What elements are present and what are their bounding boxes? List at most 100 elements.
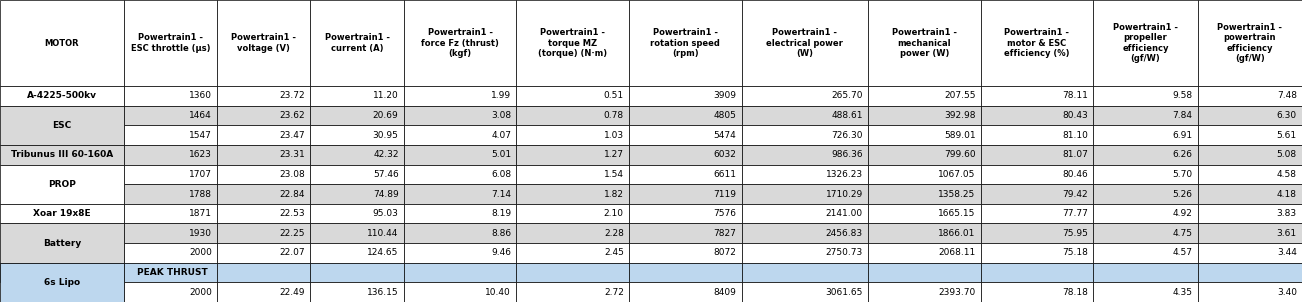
Bar xyxy=(0,165,124,204)
Bar xyxy=(980,223,1094,243)
Bar xyxy=(629,204,742,223)
Bar xyxy=(124,223,217,243)
Bar xyxy=(217,282,310,302)
Text: 7576: 7576 xyxy=(713,209,737,218)
Text: 78.11: 78.11 xyxy=(1062,92,1088,100)
Text: 8409: 8409 xyxy=(713,288,737,297)
Text: 22.25: 22.25 xyxy=(280,229,305,238)
Bar xyxy=(868,282,980,302)
Bar xyxy=(1198,282,1302,302)
Text: 1360: 1360 xyxy=(189,92,212,100)
Text: 23.72: 23.72 xyxy=(280,92,305,100)
Text: 2000: 2000 xyxy=(189,288,212,297)
Text: 57.46: 57.46 xyxy=(372,170,398,179)
Bar xyxy=(124,145,217,165)
Bar xyxy=(1094,243,1198,263)
Text: 2.45: 2.45 xyxy=(604,249,624,257)
Bar xyxy=(517,184,629,204)
Text: 0.78: 0.78 xyxy=(604,111,624,120)
Text: 4805: 4805 xyxy=(713,111,737,120)
Text: 4.92: 4.92 xyxy=(1173,209,1193,218)
Text: 7.84: 7.84 xyxy=(1172,111,1193,120)
Text: 2456.83: 2456.83 xyxy=(825,229,863,238)
Text: 6.91: 6.91 xyxy=(1172,131,1193,140)
Text: 4.07: 4.07 xyxy=(491,131,512,140)
Text: 1866.01: 1866.01 xyxy=(937,229,975,238)
Bar xyxy=(1094,223,1198,243)
Bar xyxy=(629,106,742,125)
Bar xyxy=(1094,125,1198,145)
Text: 7.14: 7.14 xyxy=(491,190,512,198)
Bar xyxy=(404,106,517,125)
Bar xyxy=(517,204,629,223)
Text: Powertrain1 -
electrical power
(W): Powertrain1 - electrical power (W) xyxy=(767,28,844,58)
Text: 7827: 7827 xyxy=(713,229,737,238)
Bar xyxy=(868,243,980,263)
Bar xyxy=(517,125,629,145)
Bar xyxy=(517,86,629,106)
Bar xyxy=(404,0,517,86)
Text: 5.61: 5.61 xyxy=(1277,131,1297,140)
Text: 79.42: 79.42 xyxy=(1062,190,1088,198)
Bar xyxy=(742,263,868,282)
Text: 136.15: 136.15 xyxy=(367,288,398,297)
Bar xyxy=(310,204,404,223)
Text: 1547: 1547 xyxy=(189,131,212,140)
Text: 78.18: 78.18 xyxy=(1062,288,1088,297)
Bar xyxy=(517,0,629,86)
Bar xyxy=(742,125,868,145)
Bar xyxy=(1094,86,1198,106)
Bar xyxy=(1198,145,1302,165)
Text: 4.75: 4.75 xyxy=(1172,229,1193,238)
Bar xyxy=(217,145,310,165)
Text: 799.60: 799.60 xyxy=(944,150,975,159)
Bar xyxy=(980,263,1094,282)
Text: Powertrain1 -
current (A): Powertrain1 - current (A) xyxy=(324,33,389,53)
Text: 1.99: 1.99 xyxy=(491,92,512,100)
Bar xyxy=(1198,106,1302,125)
Text: 392.98: 392.98 xyxy=(944,111,975,120)
Text: 7119: 7119 xyxy=(713,190,737,198)
Bar xyxy=(0,263,124,302)
Bar xyxy=(217,204,310,223)
Text: 9.46: 9.46 xyxy=(491,249,512,257)
Bar xyxy=(1198,263,1302,282)
Bar xyxy=(980,165,1094,184)
Text: 124.65: 124.65 xyxy=(367,249,398,257)
Bar xyxy=(1094,165,1198,184)
Bar xyxy=(868,184,980,204)
Bar xyxy=(124,184,217,204)
Text: 10.40: 10.40 xyxy=(486,288,512,297)
Text: 22.84: 22.84 xyxy=(280,190,305,198)
Text: 22.53: 22.53 xyxy=(280,209,305,218)
Bar xyxy=(404,145,517,165)
Bar xyxy=(742,86,868,106)
Bar xyxy=(0,86,124,106)
Bar xyxy=(124,282,217,302)
Text: 1710.29: 1710.29 xyxy=(825,190,863,198)
Text: 77.77: 77.77 xyxy=(1062,209,1088,218)
Text: Powertrain1 -
torque MZ
(torque) (N·m): Powertrain1 - torque MZ (torque) (N·m) xyxy=(538,28,607,58)
Bar xyxy=(980,0,1094,86)
Bar xyxy=(1198,204,1302,223)
Text: 7.48: 7.48 xyxy=(1277,92,1297,100)
Bar xyxy=(980,243,1094,263)
Bar xyxy=(310,223,404,243)
Text: 23.47: 23.47 xyxy=(280,131,305,140)
Text: Xoar 19x8E: Xoar 19x8E xyxy=(33,209,91,218)
Bar xyxy=(404,282,517,302)
Bar xyxy=(310,106,404,125)
Text: 4.58: 4.58 xyxy=(1277,170,1297,179)
Text: Powertrain1 -
mechanical
power (W): Powertrain1 - mechanical power (W) xyxy=(892,28,957,58)
Text: 23.31: 23.31 xyxy=(280,150,305,159)
Bar xyxy=(629,125,742,145)
Text: 2750.73: 2750.73 xyxy=(825,249,863,257)
Text: 42.32: 42.32 xyxy=(374,150,398,159)
Text: 3.61: 3.61 xyxy=(1277,229,1297,238)
Bar xyxy=(742,106,868,125)
Bar xyxy=(517,223,629,243)
Text: 2000: 2000 xyxy=(189,249,212,257)
Bar xyxy=(217,0,310,86)
Text: Powertrain1 -
voltage (V): Powertrain1 - voltage (V) xyxy=(232,33,296,53)
Bar xyxy=(217,223,310,243)
